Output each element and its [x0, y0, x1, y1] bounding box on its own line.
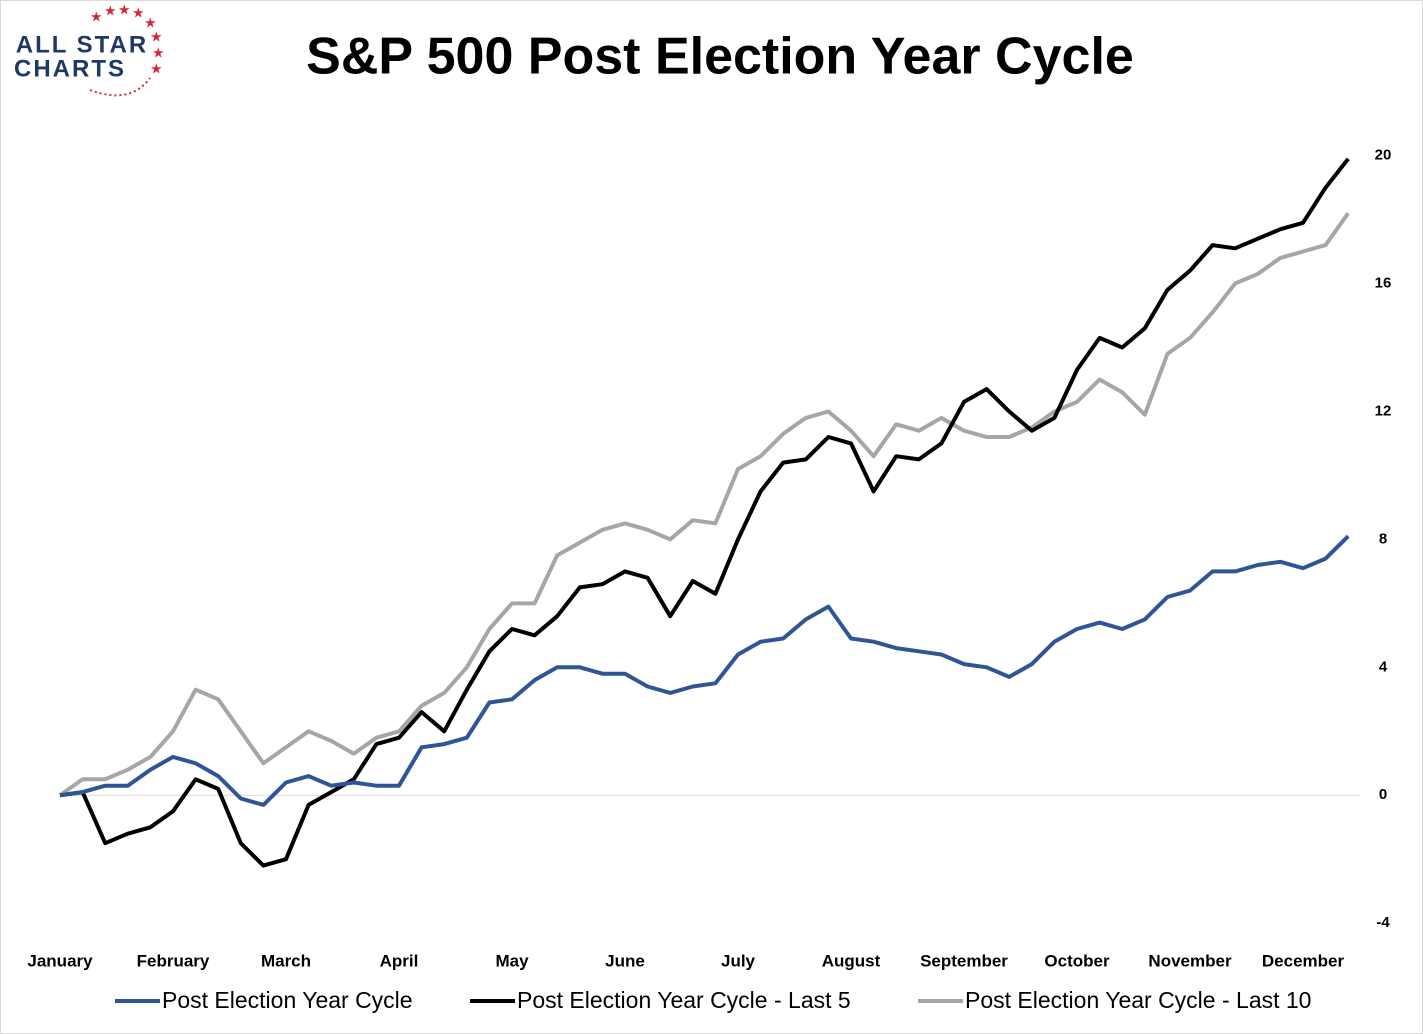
series-line — [59, 534, 1350, 807]
x-tick-label: April — [380, 951, 419, 970]
chart-title: S&P 500 Post Election Year Cycle — [306, 28, 1134, 86]
y-tick-label: -4 — [1376, 914, 1390, 931]
x-tick-label: November — [1148, 951, 1232, 970]
legend-label: Post Election Year Cycle - Last 5 — [517, 987, 851, 1013]
svg-text:★: ★ — [90, 9, 103, 25]
x-tick-label: May — [495, 951, 529, 970]
legend-label: Post Election Year Cycle - Last 10 — [965, 987, 1311, 1013]
x-tick-label: July — [721, 951, 756, 970]
svg-text:★: ★ — [150, 61, 163, 77]
y-tick-label: 0 — [1379, 786, 1387, 803]
x-tick-label: June — [605, 951, 645, 970]
svg-text:★: ★ — [152, 45, 165, 61]
svg-text:★: ★ — [150, 29, 163, 45]
series-line — [58, 212, 1350, 797]
logo-text: ALL STAR — [16, 31, 148, 58]
svg-text:★: ★ — [144, 15, 157, 31]
legend-label: Post Election Year Cycle — [162, 987, 413, 1013]
x-tick-label: January — [27, 951, 93, 970]
logo: ALL STAR CHARTS ★ ★ ★ ★★★★★ — [14, 2, 165, 97]
x-tick-label: October — [1044, 951, 1110, 970]
x-tick-label: December — [1262, 951, 1345, 970]
logo-text: CHARTS — [14, 55, 126, 82]
x-tick-label: March — [261, 951, 311, 970]
logo-stars: ★ ★ ★ ★★★★★ — [90, 2, 165, 77]
svg-text:★: ★ — [132, 5, 145, 21]
x-tick-label: August — [822, 951, 881, 970]
y-tick-label: 16 — [1375, 274, 1392, 291]
series-line — [59, 157, 1350, 868]
y-tick-label: 12 — [1375, 402, 1392, 419]
y-tick-label: 8 — [1379, 530, 1387, 547]
y-tick-label: 20 — [1375, 147, 1392, 164]
svg-text:★: ★ — [104, 3, 117, 19]
svg-text:★: ★ — [118, 2, 131, 18]
y-tick-label: 4 — [1379, 658, 1388, 675]
logo-arc — [89, 77, 151, 97]
x-tick-label: September — [920, 951, 1008, 970]
x-tick-label: February — [137, 951, 210, 970]
